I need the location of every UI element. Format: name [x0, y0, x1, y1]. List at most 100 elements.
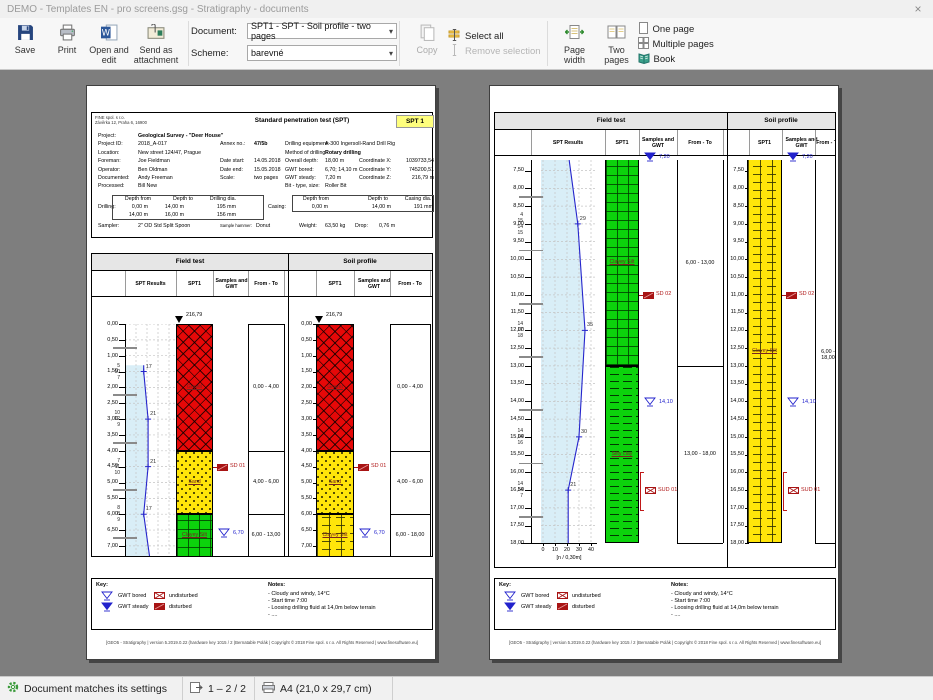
header-divider	[248, 271, 249, 296]
sample-label: SD 02	[656, 291, 672, 298]
test-interval-mark	[519, 356, 543, 358]
toolbar-separator	[399, 21, 400, 66]
field-value: 63,50 kg	[325, 223, 346, 229]
open-and-edit-button[interactable]: W Open and edit	[88, 20, 130, 65]
remove-selection-button[interactable]: Remove selection	[448, 44, 541, 59]
stratum-label: Gravel	[327, 383, 343, 390]
depth-label: 18,00	[730, 540, 744, 547]
column-header: SPT1	[188, 280, 201, 287]
header-divider	[723, 130, 724, 155]
page-width-button[interactable]: Page width	[554, 20, 596, 65]
depth-label: 11,00	[510, 291, 524, 298]
field-value: 18,00 m	[325, 158, 345, 165]
from-to-label: 0,00 - 4,00	[253, 384, 279, 391]
field-value: two pages	[254, 175, 279, 181]
send-as-attachment-button[interactable]: Send as attachment	[130, 20, 182, 65]
field-value: Geological Survey - "Deer House"	[138, 133, 224, 139]
spt-value: 17	[145, 363, 152, 370]
gwt-label: 14,10	[802, 398, 816, 405]
depth-label: 9,00	[513, 220, 524, 227]
document-select[interactable]: SPT1 - SPT - Soil profile - two pages ▾	[247, 21, 397, 41]
blow-count: 14	[517, 487, 523, 494]
section-header-soil-profile: Soil profile	[288, 254, 432, 271]
blow-count: 14	[517, 433, 523, 440]
scheme-row: Scheme: barevné ▾	[191, 43, 397, 63]
note-line: - Start time 7:00	[268, 598, 308, 604]
note-line: - Loosing drilling fluid at 14,0m below …	[268, 605, 376, 611]
test-interval-mark	[519, 302, 543, 305]
notes-label: Notes:	[268, 582, 286, 588]
table-cell: 191 mm	[413, 204, 433, 210]
header-divider	[430, 271, 431, 296]
depth-label: 3,00	[301, 415, 312, 422]
key-entry: undisturbed	[169, 593, 198, 599]
scheme-select[interactable]: barevné ▾	[247, 45, 397, 61]
depth-label: 2,00	[107, 384, 118, 391]
gwt-label: 6,70	[233, 530, 244, 537]
blow-count: 7	[117, 457, 120, 464]
column-header: Samples and GWT	[641, 136, 674, 149]
select-all-button[interactable]: Select all	[448, 29, 541, 44]
sample-label: SD 01	[230, 463, 246, 470]
field-value: 47/5b	[254, 141, 268, 148]
depth-tick	[119, 482, 125, 484]
two-pages-button[interactable]: Two pages	[596, 20, 638, 65]
header-divider	[316, 271, 317, 296]
scheme-select-value: barevné	[251, 48, 284, 58]
depth-tick	[525, 454, 531, 456]
blow-count: 18	[517, 333, 523, 340]
gwt-label: 14,10	[659, 398, 673, 405]
stratum-label: Clayey Silt	[751, 348, 778, 355]
notes-label: Notes:	[671, 582, 689, 588]
header-divider	[639, 130, 640, 155]
copy-label: Copy	[416, 45, 438, 56]
blow-count: 17	[517, 327, 523, 334]
from-to-label: 13,00 - 18,00	[684, 451, 716, 458]
one-page-option[interactable]: One page	[638, 21, 714, 37]
x-axis-tick-label: 10	[552, 547, 558, 554]
sample-leader	[354, 466, 359, 468]
from-to-border	[677, 160, 678, 544]
stratum-clay-green	[605, 365, 639, 544]
from-to-line	[248, 324, 284, 325]
column-header: From - To	[816, 139, 835, 146]
x-axis-tick	[591, 543, 592, 547]
section-header-field-test: Field test	[92, 254, 288, 271]
depth-tick	[313, 482, 317, 484]
document-page-2[interactable]: Field test Soil profile SPT Results SPT1 Sam…	[489, 85, 839, 660]
depth-label: 15,50	[510, 451, 524, 458]
field-value: 0,76 m	[379, 223, 396, 229]
field-value: Rotary drilling	[325, 149, 361, 156]
depth-label: 12,00	[730, 327, 744, 334]
field-label: Scale:	[220, 175, 235, 181]
copy-button[interactable]: Copy	[406, 20, 448, 55]
x-axis-line	[521, 543, 597, 545]
depth-label: 16,00	[510, 469, 524, 476]
sample-bracket	[640, 509, 644, 511]
depth-tick	[525, 490, 531, 492]
close-button[interactable]: ×	[914, 2, 922, 16]
from-to-line	[815, 543, 835, 545]
depth-label: 13,50	[730, 380, 744, 387]
depth-label: 9,50	[513, 238, 524, 245]
multiple-pages-option[interactable]: Multiple pages	[637, 36, 714, 52]
note-line: - Start time 7:00	[671, 598, 711, 604]
book-option[interactable]: Book	[638, 52, 714, 67]
field-label: GWT steady:	[285, 175, 316, 181]
from-to-line	[248, 450, 284, 452]
depth-tick	[313, 466, 317, 468]
depth-label: 6,50	[107, 526, 118, 533]
print-button[interactable]: Print	[46, 20, 88, 55]
column-header: SPT1	[758, 139, 771, 146]
depth-tick	[525, 206, 531, 208]
stratum-sand-yellow	[176, 450, 213, 515]
document-page-1[interactable]: FINE spol. s r.o. Závěrka 12, Praha 6, 16…	[86, 85, 436, 660]
key-entry: GWT steady	[521, 604, 552, 610]
depth-label: 1,50	[301, 368, 312, 375]
depth-label: 9,00	[733, 220, 744, 227]
save-icon	[17, 24, 34, 45]
depth-label: 3,50	[301, 431, 312, 438]
test-interval-mark	[519, 462, 543, 465]
save-button[interactable]: Save	[4, 20, 46, 55]
note-line: - Cloudy and windy, 14°C	[268, 591, 330, 597]
